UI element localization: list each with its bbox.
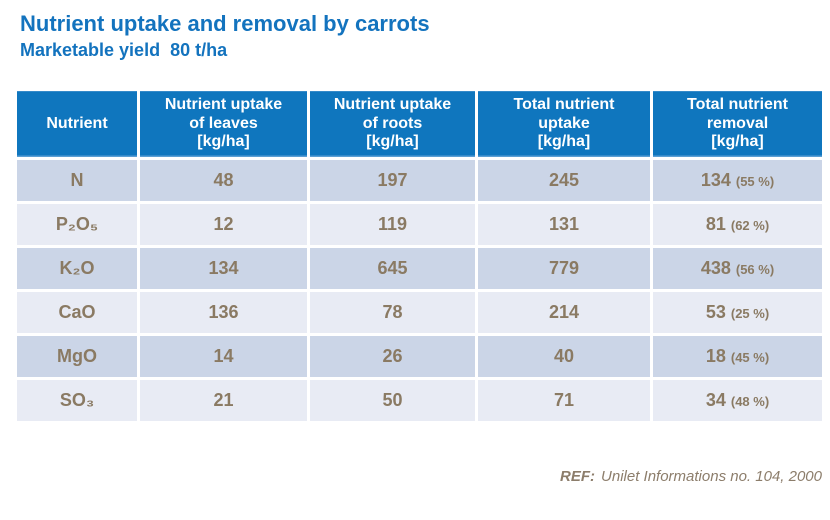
uptake-leaves-value: 134 [137,245,310,292]
uptake-roots-value: 26 [307,333,478,380]
uptake-leaves-value: 136 [137,289,310,336]
removal-percent: (55 %) [735,174,775,189]
removal-percent: (45 %) [730,350,770,365]
column-header-uptake-roots: Nutrient uptake of roots [kg/ha] [307,88,478,160]
removal-percent: (48 %) [730,394,770,409]
total-removal-value: 34 (48 %) [650,377,825,424]
table-row: MgO 14 26 40 18 (45 %) [14,333,825,380]
nutrient-label: MgO [14,333,140,380]
removal-value: 53 [705,302,726,322]
uptake-roots-value: 645 [307,245,478,292]
uptake-leaves-value: 12 [137,201,310,248]
nutrient-label: K₂O [14,245,140,292]
total-removal-value: 438 (56 %) [650,245,825,292]
total-uptake-value: 214 [475,289,653,336]
reference-note: REF: Unilet Informations no. 104, 2000 [560,468,822,485]
page-title: Nutrient uptake and removal by carrots [20,11,430,36]
table-row: CaO 136 78 214 53 (25 %) [14,289,825,336]
removal-value: 134 [700,170,731,190]
column-header-uptake-leaves: Nutrient uptake of leaves [kg/ha] [137,88,310,160]
total-uptake-value: 131 [475,201,653,248]
column-header-total-uptake: Total nutrient uptake [kg/ha] [475,88,653,160]
page-subtitle: Marketable yield 80 t/ha [20,40,228,60]
table-row: SO₃ 21 50 71 34 (48 %) [14,377,825,424]
column-header-total-removal: Total nutrient removal [kg/ha] [650,88,825,160]
removal-percent: (62 %) [730,218,770,233]
removal-value: 34 [705,390,726,410]
uptake-roots-value: 78 [307,289,478,336]
table-row: N 48 197 245 134 (55 %) [14,157,825,204]
nutrient-label: SO₃ [14,377,140,424]
total-removal-value: 53 (25 %) [650,289,825,336]
total-removal-value: 134 (55 %) [650,157,825,204]
nutrient-label: N [14,157,140,204]
removal-percent: (56 %) [735,262,775,277]
nutrient-table: Nutrient Nutrient uptake of leaves [kg/h… [14,88,825,424]
removal-value: 18 [705,346,726,366]
uptake-roots-value: 197 [307,157,478,204]
removal-percent: (25 %) [730,306,770,321]
removal-value: 438 [700,258,731,278]
uptake-leaves-value: 48 [137,157,310,204]
removal-value: 81 [705,214,726,234]
nutrient-label: P₂O₅ [14,201,140,248]
uptake-roots-value: 50 [307,377,478,424]
total-removal-value: 81 (62 %) [650,201,825,248]
total-uptake-value: 71 [475,377,653,424]
uptake-roots-value: 119 [307,201,478,248]
column-header-nutrient: Nutrient [14,88,140,160]
reference-text: Unilet Informations no. 104, 2000 [601,468,822,485]
reference-label: REF: [560,468,596,485]
total-uptake-value: 40 [475,333,653,380]
nutrient-label: CaO [14,289,140,336]
total-uptake-value: 779 [475,245,653,292]
table-row: P₂O₅ 12 119 131 81 (62 %) [14,201,825,248]
table-header: Nutrient Nutrient uptake of leaves [kg/h… [14,88,825,160]
table-row: K₂O 134 645 779 438 (56 %) [14,245,825,292]
uptake-leaves-value: 14 [137,333,310,380]
uptake-leaves-value: 21 [137,377,310,424]
total-uptake-value: 245 [475,157,653,204]
total-removal-value: 18 (45 %) [650,333,825,380]
